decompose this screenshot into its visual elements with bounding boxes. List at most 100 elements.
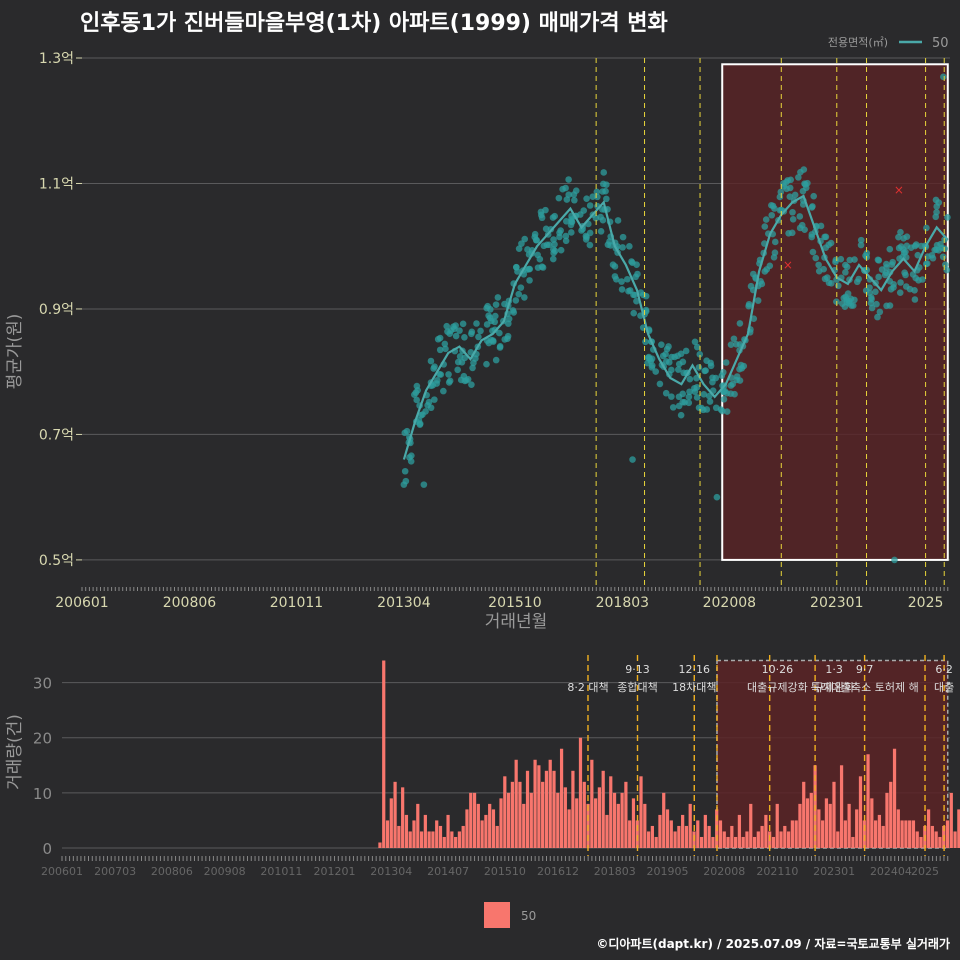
volume-bar [518,781,522,848]
volume-annotation-date: 9·13 [625,663,650,676]
price-point [843,263,851,271]
price-point [890,280,897,288]
price-point [810,192,817,200]
price-point [652,368,660,375]
price-point [633,261,640,268]
price-point [795,174,802,181]
price-point [786,193,794,201]
price-point [556,233,563,241]
price-point [618,286,626,293]
price-point [460,372,468,380]
price-point [634,270,641,278]
volume-bar [465,809,469,848]
volume-annotation-label: 대출 [934,681,954,694]
volume-xtick-label: 201612 [537,865,579,878]
price-xtick-label: 202008 [703,595,756,611]
volume-annotation-label: 규제완화 [814,681,854,694]
price-point [534,251,541,259]
price-point [619,244,626,251]
price-yaxis-label: 평균가(원) [5,314,25,390]
price-point [747,282,755,290]
volume-xtick-label: 200601 [41,865,83,878]
price-point [504,320,512,327]
volume-bar [442,836,446,848]
volume-bar [945,820,950,848]
price-highlight-region [721,63,949,561]
volume-bar [908,820,912,848]
volume-bar [457,831,462,848]
price-point [403,427,411,435]
volume-bar [737,814,742,848]
price-point [668,393,675,400]
price-point [780,182,788,190]
price-point [941,245,949,252]
price-point [691,338,699,346]
price-point [771,238,779,246]
price-point [686,375,694,383]
volume-annotation-date: 12·16 [679,663,711,676]
price-point [677,411,685,419]
price-marked-point: × [783,258,793,272]
price-ytick-label: 0.5억 [39,553,74,569]
volume-bar [624,781,628,848]
price-point [645,353,653,361]
volume-bar [389,798,393,848]
price-point [855,275,862,283]
price-point [445,371,452,378]
volume-bar [821,820,825,848]
volume-bar [824,798,829,848]
price-point [648,364,656,371]
price-point [549,255,557,263]
volume-bar [495,825,499,848]
volume-legend-label: 50 [521,909,536,923]
price-point [583,195,590,202]
price-point [789,208,796,216]
price-xtick-label: 201803 [596,595,649,611]
volume-bar [650,825,654,848]
volume-bar [454,836,458,848]
volume-bar [412,820,416,848]
volume-bar [571,770,575,848]
price-point [436,346,444,354]
volume-bar [431,831,435,848]
price-point [669,404,677,411]
price-point [571,196,578,204]
volume-bar [802,781,806,848]
volume-bar [711,836,715,848]
price-point [442,345,449,353]
volume-bar [419,831,424,848]
volume-bar [771,836,776,848]
volume-xtick-label: 2025 [911,865,939,878]
volume-annotation-date: 6·2 [935,663,953,676]
volume-xtick-label: 201803 [594,865,636,878]
volume-bar [548,759,552,848]
volume-bar [488,803,492,848]
price-point [459,320,467,328]
volume-bar [469,792,473,848]
price-point [923,224,930,232]
price-point [602,187,609,195]
price-point [857,236,865,244]
volume-bar [817,809,821,848]
price-point [911,287,918,294]
price-point [619,233,627,241]
price-point [440,387,447,395]
price-point [693,394,701,401]
volume-bar [786,831,791,848]
price-point [717,406,725,413]
volume-bar [881,825,885,848]
price-ytick-label: 0.9억 [39,302,74,318]
volume-bar [915,831,919,848]
price-point [452,332,460,340]
volume-bar [722,831,726,848]
volume-bar [669,820,673,848]
price-point [686,388,693,396]
chart-title: 인후동1가 진버들마을부영(1차) 아파트(1999) 매매가격 변화 [80,11,668,36]
price-point [599,216,607,224]
price-point [722,359,730,366]
volume-bar [851,836,855,848]
volume-bar [537,765,541,848]
price-point [668,353,675,361]
price-xtick-label: 200601 [55,595,108,611]
price-point [919,276,926,283]
